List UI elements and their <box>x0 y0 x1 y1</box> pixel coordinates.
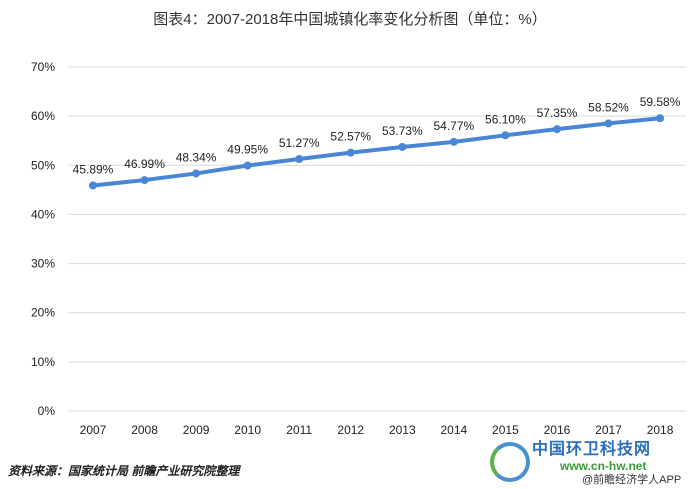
y-tick-label: 20% <box>31 306 55 320</box>
watermark-app: @前瞻经济学人APP <box>582 474 682 486</box>
y-tick-label: 30% <box>31 257 55 271</box>
x-tick-label: 2015 <box>492 423 519 437</box>
data-point <box>192 169 201 178</box>
data-point <box>398 142 407 151</box>
data-label: 57.35% <box>537 106 578 120</box>
y-tick-label: 70% <box>31 60 55 74</box>
data-label: 51.27% <box>279 136 320 150</box>
x-tick-label: 2018 <box>647 423 674 437</box>
y-tick-label: 10% <box>31 355 55 369</box>
data-label: 54.77% <box>433 119 474 133</box>
data-point <box>449 137 458 146</box>
data-point <box>501 131 510 140</box>
series-line <box>92 116 661 188</box>
data-point <box>89 181 97 190</box>
data-label: 56.10% <box>485 112 526 126</box>
y-tick-label: 60% <box>31 109 55 123</box>
data-point <box>295 155 304 164</box>
x-tick-label: 2007 <box>80 423 107 437</box>
y-tick-label: 40% <box>31 207 55 221</box>
data-label: 48.34% <box>176 150 217 164</box>
x-tick-label: 2010 <box>234 423 261 437</box>
watermark-site-url: www.cn-hw.net <box>560 459 647 473</box>
data-label: 45.89% <box>73 162 114 176</box>
data-label: 49.95% <box>227 143 268 157</box>
data-label: 59.58% <box>640 95 681 109</box>
data-point <box>243 161 252 170</box>
source-note: 资料来源：国家统计局 前瞻产业研究院整理 <box>8 464 240 478</box>
data-label: 58.52% <box>588 100 629 114</box>
data-point <box>604 119 613 128</box>
data-label: 52.57% <box>330 130 371 144</box>
watermark-site-name: 中国环卫科技网 <box>532 441 652 458</box>
chart-title: 图表4：2007-2018年中国城镇化率变化分析图（单位：%） <box>153 11 547 28</box>
y-tick-label: 50% <box>31 158 55 172</box>
data-point <box>656 114 665 123</box>
x-tick-label: 2008 <box>131 423 158 437</box>
x-tick-label: 2017 <box>595 423 622 437</box>
x-tick-label: 2011 <box>286 423 312 437</box>
data-label: 53.73% <box>382 124 423 138</box>
data-point <box>346 148 355 157</box>
x-tick-label: 2009 <box>183 423 210 437</box>
x-tick-label: 2016 <box>544 423 571 437</box>
data-point <box>552 125 561 134</box>
x-tick-label: 2013 <box>389 423 416 437</box>
y-tick-label: 0% <box>38 404 56 418</box>
data-label: 46.99% <box>124 157 165 171</box>
site-logo-icon <box>490 442 530 482</box>
data-point <box>140 176 149 185</box>
x-tick-label: 2012 <box>337 423 364 437</box>
x-tick-label: 2014 <box>440 423 467 437</box>
